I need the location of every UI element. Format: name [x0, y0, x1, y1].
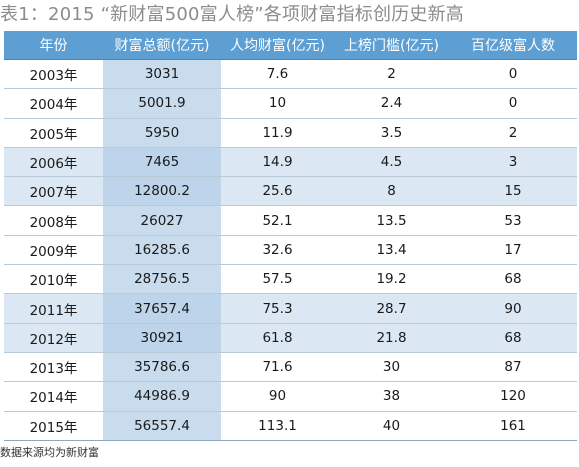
wealth-table: 年份 财富总额(亿元) 人均财富(亿元) 上榜门槛(亿元) 百亿级富人数 200… — [4, 31, 577, 441]
cell-avg-wealth: 90 — [221, 381, 334, 412]
cell-total-wealth: 12800.2 — [103, 176, 221, 207]
table-row: 2014年 44986.9 90 38 120 — [4, 381, 577, 412]
cell-threshold: 8 — [334, 176, 449, 207]
cell-year: 2012年 — [4, 323, 103, 353]
cell-threshold: 13.4 — [334, 235, 449, 266]
table-row: 2009年 16285.6 32.6 13.4 17 — [4, 235, 577, 266]
cell-total-wealth: 35786.6 — [103, 352, 221, 383]
table-row: 2008年 26027 52.1 13.5 53 — [4, 205, 577, 236]
cell-avg-wealth: 57.5 — [221, 264, 334, 295]
cell-avg-wealth: 7.6 — [221, 59, 334, 90]
cell-billionaire-count: 0 — [449, 88, 577, 119]
cell-total-wealth: 16285.6 — [103, 235, 221, 266]
cell-year: 2005年 — [4, 118, 103, 148]
cell-billionaire-count: 87 — [449, 352, 577, 383]
cell-billionaire-count: 15 — [449, 176, 577, 207]
cell-billionaire-count: 90 — [449, 293, 577, 324]
cell-total-wealth: 5001.9 — [103, 88, 221, 119]
cell-billionaire-count: 53 — [449, 205, 577, 236]
cell-avg-wealth: 32.6 — [221, 235, 334, 266]
table-row: 2015年 56557.4 113.1 40 161 — [4, 411, 577, 441]
cell-avg-wealth: 10 — [221, 88, 334, 119]
header-year: 年份 — [4, 31, 103, 60]
table-row: 2007年 12800.2 25.6 8 15 — [4, 176, 577, 207]
cell-threshold: 30 — [334, 352, 449, 383]
table-row: 2012年 30921 61.8 21.8 68 — [4, 323, 577, 353]
cell-year: 2003年 — [4, 59, 103, 90]
cell-total-wealth: 26027 — [103, 205, 221, 236]
cell-year: 2009年 — [4, 235, 103, 266]
page-title: 表1：2015 “新财富500富人榜”各项财富指标创历史新高 — [0, 4, 464, 25]
table-header: 年份 财富总额(亿元) 人均财富(亿元) 上榜门槛(亿元) 百亿级富人数 — [4, 31, 577, 60]
cell-billionaire-count: 68 — [449, 323, 577, 353]
cell-avg-wealth: 52.1 — [221, 205, 334, 236]
cell-total-wealth: 37657.4 — [103, 293, 221, 324]
cell-billionaire-count: 17 — [449, 235, 577, 266]
cell-threshold: 2 — [334, 59, 449, 90]
cell-threshold: 13.5 — [334, 205, 449, 236]
cell-billionaire-count: 3 — [449, 147, 577, 178]
cell-threshold: 3.5 — [334, 118, 449, 148]
table-row: 2013年 35786.6 71.6 30 87 — [4, 352, 577, 383]
cell-billionaire-count: 2 — [449, 118, 577, 148]
data-table-container: 年份 财富总额(亿元) 人均财富(亿元) 上榜门槛(亿元) 百亿级富人数 200… — [4, 31, 577, 441]
cell-billionaire-count: 161 — [449, 411, 577, 441]
cell-year: 2006年 — [4, 147, 103, 178]
cell-year: 2011年 — [4, 293, 103, 324]
cell-threshold: 21.8 — [334, 323, 449, 353]
cell-year: 2013年 — [4, 352, 103, 383]
cell-total-wealth: 44986.9 — [103, 381, 221, 412]
table-row: 2004年 5001.9 10 2.4 0 — [4, 88, 577, 119]
cell-total-wealth: 5950 — [103, 118, 221, 148]
table-body: 2003年 3031 7.6 2 0 2004年 5001.9 10 2.4 0 2005年 5950… — [4, 59, 577, 441]
cell-avg-wealth: 11.9 — [221, 118, 334, 148]
cell-total-wealth: 56557.4 — [103, 411, 221, 441]
source-note: 数据来源均为新财富 — [0, 446, 99, 459]
cell-total-wealth: 30921 — [103, 323, 221, 353]
cell-avg-wealth: 113.1 — [221, 411, 334, 441]
cell-year: 2007年 — [4, 176, 103, 207]
cell-billionaire-count: 68 — [449, 264, 577, 295]
cell-avg-wealth: 61.8 — [221, 323, 334, 353]
cell-year: 2004年 — [4, 88, 103, 119]
cell-avg-wealth: 25.6 — [221, 176, 334, 207]
table-row: 2010年 28756.5 57.5 19.2 68 — [4, 264, 577, 295]
cell-threshold: 19.2 — [334, 264, 449, 295]
header-avg-wealth: 人均财富(亿元) — [221, 31, 334, 60]
cell-year: 2014年 — [4, 381, 103, 412]
cell-year: 2015年 — [4, 411, 103, 441]
header-total-wealth: 财富总额(亿元) — [103, 31, 221, 60]
cell-total-wealth: 28756.5 — [103, 264, 221, 295]
table-row: 2005年 5950 11.9 3.5 2 — [4, 118, 577, 148]
cell-total-wealth: 7465 — [103, 147, 221, 178]
header-billionaire-count: 百亿级富人数 — [449, 31, 577, 60]
cell-threshold: 40 — [334, 411, 449, 441]
cell-billionaire-count: 0 — [449, 59, 577, 90]
cell-total-wealth: 3031 — [103, 59, 221, 90]
cell-threshold: 28.7 — [334, 293, 449, 324]
cell-threshold: 38 — [334, 381, 449, 412]
cell-avg-wealth: 71.6 — [221, 352, 334, 383]
table-row: 2011年 37657.4 75.3 28.7 90 — [4, 293, 577, 324]
cell-threshold: 4.5 — [334, 147, 449, 178]
table-row: 2006年 7465 14.9 4.5 3 — [4, 147, 577, 178]
cell-year: 2008年 — [4, 205, 103, 236]
cell-avg-wealth: 75.3 — [221, 293, 334, 324]
cell-year: 2010年 — [4, 264, 103, 295]
header-threshold: 上榜门槛(亿元) — [334, 31, 449, 60]
cell-avg-wealth: 14.9 — [221, 147, 334, 178]
table-row: 2003年 3031 7.6 2 0 — [4, 59, 577, 90]
cell-billionaire-count: 120 — [449, 381, 577, 412]
cell-threshold: 2.4 — [334, 88, 449, 119]
header-row: 年份 财富总额(亿元) 人均财富(亿元) 上榜门槛(亿元) 百亿级富人数 — [4, 31, 577, 60]
